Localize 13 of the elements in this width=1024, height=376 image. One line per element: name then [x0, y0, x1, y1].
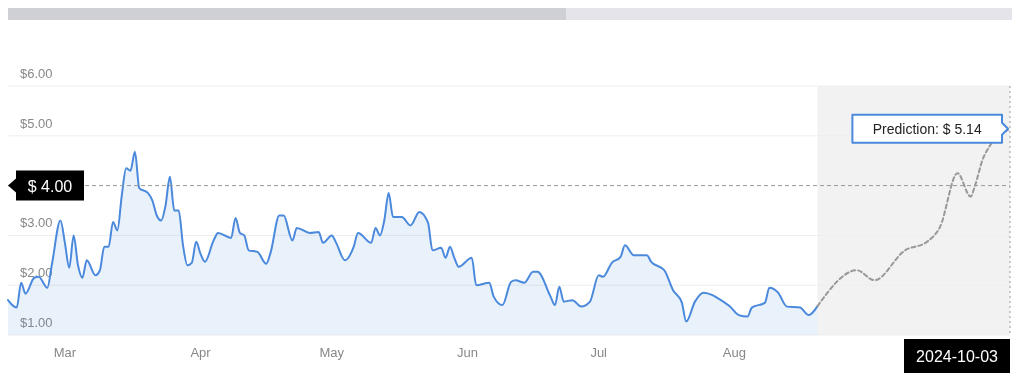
x-tick-label: Jul [590, 345, 608, 360]
x-tick-label: Apr [190, 345, 212, 360]
ref-line-label: $ 4.00 [27, 177, 73, 195]
annotation: Prediction: $ 5.14 [872, 120, 982, 137]
y-tick-label: $3.00 [20, 215, 53, 231]
x-tick-label: Mar [53, 345, 77, 360]
y-tick-label: $5.00 [20, 115, 53, 131]
y-tick-label: $1.00 [20, 315, 53, 330]
x-tick-label: Aug [722, 345, 746, 360]
ref-line-label: 2024-10-03 [916, 348, 999, 365]
x-tick-label: Jun [456, 345, 478, 360]
y-tick-label: $6.00 [20, 66, 53, 81]
x-tick-label: May [319, 345, 345, 360]
